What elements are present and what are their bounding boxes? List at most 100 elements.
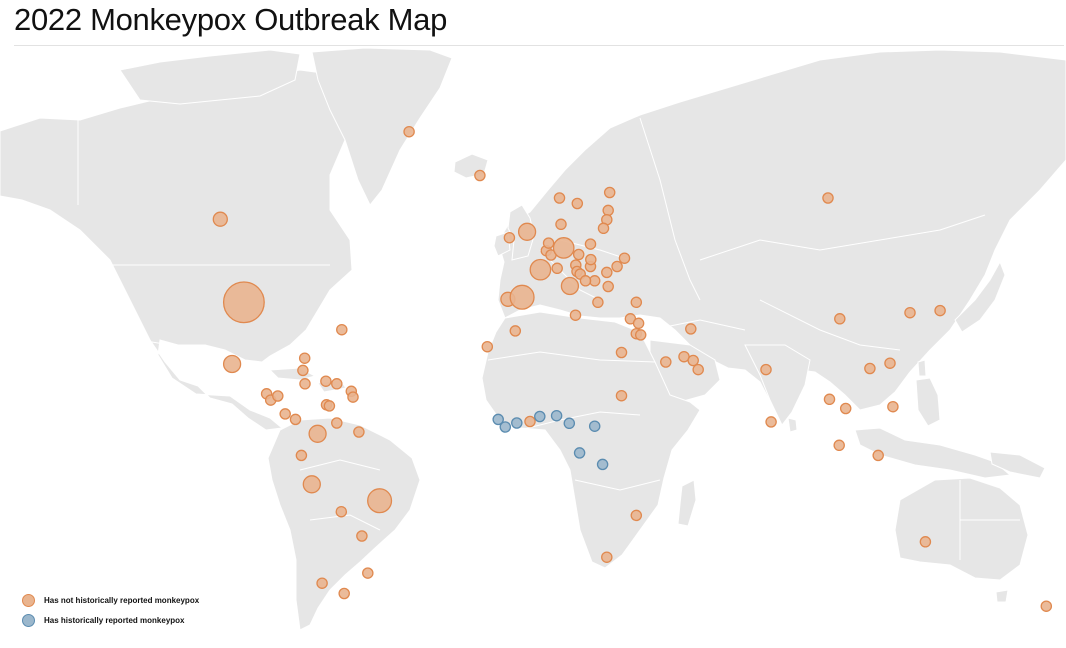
marker-mozambique[interactable] xyxy=(630,509,643,522)
marker-germany[interactable] xyxy=(552,237,575,259)
marker-czechia[interactable] xyxy=(572,248,585,261)
marker-spain[interactable] xyxy=(509,284,535,310)
marker-venezuela[interactable] xyxy=(331,417,343,429)
marker-uae[interactable] xyxy=(687,354,699,367)
legend-swatch-not-reported xyxy=(22,593,35,607)
marker-mexico[interactable] xyxy=(222,354,242,374)
marker-egypt[interactable] xyxy=(615,346,628,359)
marker-hong-kong[interactable] xyxy=(864,362,876,375)
marker-uruguay[interactable] xyxy=(362,567,374,579)
marker-greenland[interactable] xyxy=(403,125,415,138)
marker-malta[interactable] xyxy=(569,309,582,321)
marker-philippines[interactable] xyxy=(887,400,899,413)
marker-honduras[interactable] xyxy=(272,390,284,402)
marker-india[interactable] xyxy=(760,363,772,376)
marker-sri-lanka[interactable] xyxy=(765,416,777,428)
marker-costa-rica[interactable] xyxy=(279,408,291,420)
marker-poland[interactable] xyxy=(584,238,597,250)
marker-japan[interactable] xyxy=(934,304,946,317)
marker-nigeria[interactable] xyxy=(550,409,563,422)
marker-netherlands[interactable] xyxy=(542,237,555,249)
land-eurasia xyxy=(497,49,1066,422)
marker-slovakia[interactable] xyxy=(585,253,597,266)
land-arctic-islands xyxy=(119,49,301,105)
marker-ireland[interactable] xyxy=(503,231,516,244)
marker-paraguay[interactable] xyxy=(356,530,368,542)
marker-benin[interactable] xyxy=(534,410,546,423)
marker-argentina[interactable] xyxy=(338,587,350,600)
marker-bulgaria[interactable] xyxy=(602,280,614,293)
marker-cuba[interactable] xyxy=(297,364,309,377)
marker-vietnam[interactable] xyxy=(839,402,852,415)
marker-ukraine[interactable] xyxy=(618,252,631,264)
marker-taiwan[interactable] xyxy=(884,357,896,369)
marker-iceland[interactable] xyxy=(474,169,486,182)
marker-italy[interactable] xyxy=(560,276,580,296)
marker-south-korea[interactable] xyxy=(904,306,916,319)
marker-greece[interactable] xyxy=(592,296,604,309)
marker-iran[interactable] xyxy=(685,323,697,335)
marker-lithuania[interactable] xyxy=(597,222,610,235)
marker-switzerland[interactable] xyxy=(551,262,563,275)
marker-sierra-leone[interactable] xyxy=(492,413,504,426)
marker-guyana[interactable] xyxy=(353,426,365,438)
marker-china[interactable] xyxy=(834,313,846,325)
border-middle-east xyxy=(649,319,746,331)
marker-new-zealand[interactable] xyxy=(1040,600,1053,612)
marker-singapore[interactable] xyxy=(833,439,845,452)
marker-bolivia[interactable] xyxy=(335,505,348,518)
marker-republic-of-the-congo[interactable] xyxy=(573,447,586,459)
marker-finland[interactable] xyxy=(603,186,616,199)
marker-morocco[interactable] xyxy=(509,325,522,337)
marker-moldova[interactable] xyxy=(611,260,623,273)
marker-thailand[interactable] xyxy=(823,393,836,406)
marker-chile[interactable] xyxy=(316,577,328,589)
marker-australia[interactable] xyxy=(919,536,932,548)
marker-bahamas[interactable] xyxy=(298,352,311,364)
marker-russia[interactable] xyxy=(822,192,834,204)
marker-bermuda[interactable] xyxy=(336,323,348,336)
marker-puerto-rico[interactable] xyxy=(331,378,343,390)
marker-ecuador[interactable] xyxy=(295,449,308,462)
marker-canada[interactable] xyxy=(212,211,228,227)
marker-liberia[interactable] xyxy=(499,421,512,433)
marker-dr-congo[interactable] xyxy=(596,458,609,471)
marker-france[interactable] xyxy=(529,258,552,281)
marker-indonesia[interactable] xyxy=(872,449,884,462)
marker-bosnia[interactable] xyxy=(579,275,592,287)
border-south-america-a xyxy=(299,459,381,471)
marker-united-states[interactable] xyxy=(222,281,265,324)
marker-united-kingdom[interactable] xyxy=(517,222,537,241)
marker-romania[interactable] xyxy=(601,266,613,279)
marker-estonia[interactable] xyxy=(602,204,614,217)
marker-turkey[interactable] xyxy=(630,296,643,309)
marker-oman[interactable] xyxy=(692,363,704,376)
land-tasmania xyxy=(995,589,1009,603)
marker-sudan[interactable] xyxy=(615,389,628,402)
land-layer xyxy=(0,47,1066,631)
marker-sweden[interactable] xyxy=(571,197,584,210)
marker-cameroon[interactable] xyxy=(563,417,576,430)
marker-denmark[interactable] xyxy=(555,218,567,231)
map-legend: Has not historically reported monkeypox … xyxy=(22,590,199,630)
marker-dominican-republic[interactable] xyxy=(320,375,332,387)
marker-jordan[interactable] xyxy=(634,329,647,341)
marker-colombia[interactable] xyxy=(308,424,327,443)
legend-label-reported: Has historically reported monkeypox xyxy=(44,615,185,625)
marker-canary-islands[interactable] xyxy=(481,340,494,353)
marker-cote-d-ivoire[interactable] xyxy=(511,417,523,429)
marker-brazil[interactable] xyxy=(367,488,393,514)
marker-ghana[interactable] xyxy=(524,415,536,428)
marker-curacao[interactable] xyxy=(323,400,336,412)
marker-central-african-republic[interactable] xyxy=(588,420,601,432)
marker-panama[interactable] xyxy=(289,413,302,426)
marker-norway[interactable] xyxy=(553,192,566,204)
border-africa-central xyxy=(519,411,641,431)
marker-saudi-arabia[interactable] xyxy=(660,356,672,368)
land-australia xyxy=(894,477,1029,581)
marker-martinique[interactable] xyxy=(347,391,359,403)
marker-lebanon[interactable] xyxy=(632,317,645,330)
marker-jamaica[interactable] xyxy=(299,378,311,390)
marker-peru[interactable] xyxy=(302,475,321,494)
marker-south-africa[interactable] xyxy=(601,551,613,563)
